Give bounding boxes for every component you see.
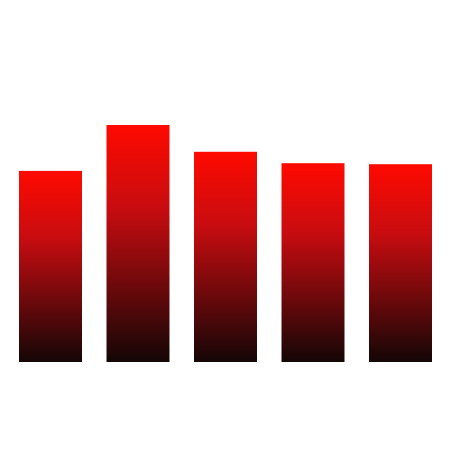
bar-group xyxy=(19,125,432,362)
bar-2 xyxy=(106,125,170,362)
bar-3 xyxy=(194,151,257,362)
bar-5 xyxy=(369,164,432,362)
bar-1 xyxy=(19,170,82,362)
bar-4 xyxy=(281,163,345,362)
